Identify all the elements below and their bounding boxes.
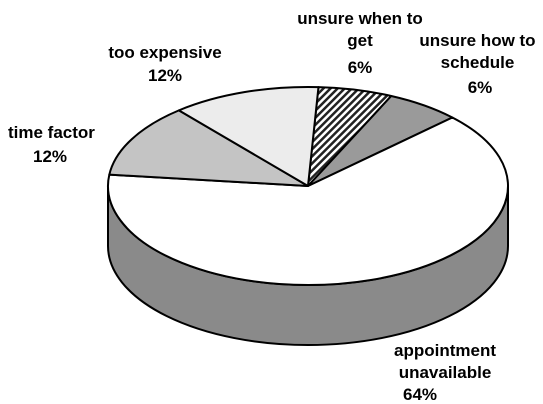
pie-slice [177,86,320,187]
slice-value-label: 6% [347,58,373,77]
slice-value-label: 6% [467,78,493,97]
slice-label: time factor [8,123,95,142]
slice-label: appointment unavailable [394,341,496,382]
slice-label: too expensive [108,43,222,62]
pie-slice [108,109,309,187]
slice-value-label: 12% [32,147,68,166]
slice-label: unsure how to schedule [419,31,536,72]
pie-slice [107,116,509,286]
slice-value-label: 12% [147,66,183,85]
slice-value-label: 64% [402,385,438,404]
slice-label: unsure when to get [297,9,423,50]
